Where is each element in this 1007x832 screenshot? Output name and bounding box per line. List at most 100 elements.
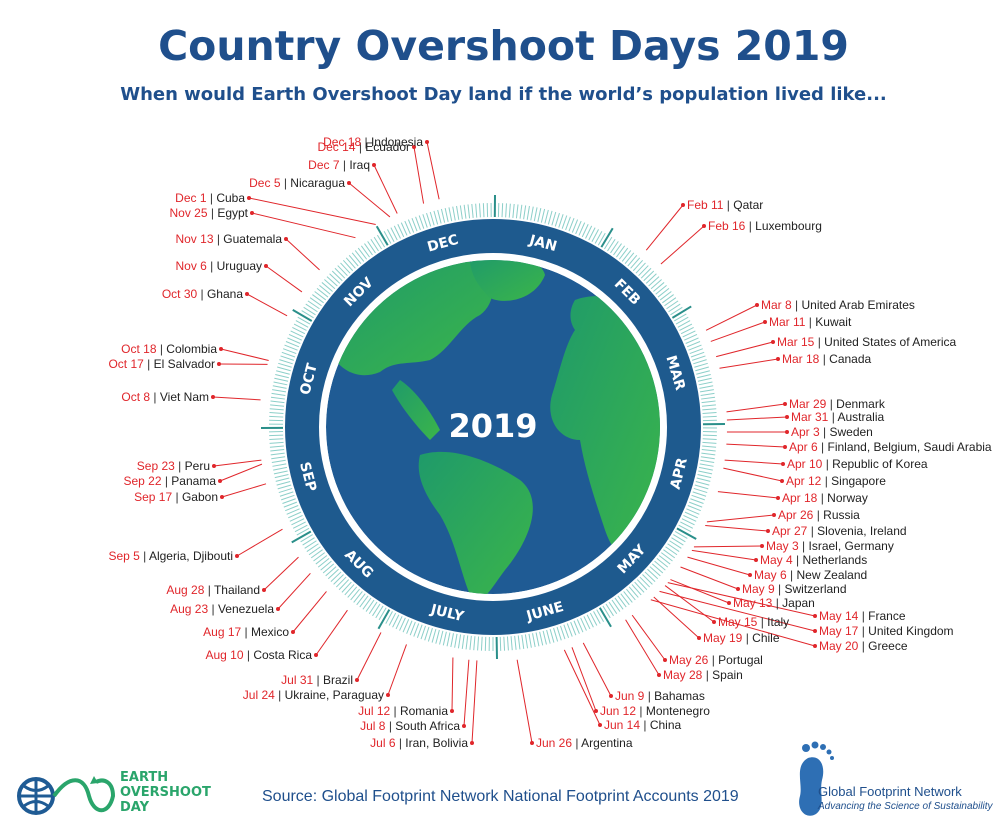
day-tick [596,609,605,623]
day-tick [330,571,342,582]
country-label: Sep 17 | Gabon [134,490,218,504]
day-tick [671,305,692,319]
day-tick [324,279,336,290]
leader-dot [681,203,685,207]
country-name: Panama [171,474,216,488]
day-tick [283,501,298,508]
day-tick [546,629,551,644]
day-tick [689,348,704,355]
day-tick [275,373,289,379]
leader-line [277,573,311,610]
day-tick [300,534,313,543]
day-tick [282,348,297,355]
country-name: Republic of Korea [832,457,928,471]
leader-line [664,585,715,623]
day-tick [271,392,286,396]
leader-line [471,660,478,744]
day-tick [551,211,557,226]
day-tick [506,636,509,651]
day-tick [600,227,614,248]
day-tick [523,205,527,220]
country-name: Slovenia, Ireland [817,524,906,538]
day-tick [621,250,632,262]
day-tick [695,366,709,372]
leader-line [670,579,730,604]
country-label: May 15 | Italy [718,615,789,629]
day-tick [588,227,596,241]
country-name: Finland, Belgium, Saudi Arabia [827,440,991,454]
day-tick [450,633,454,648]
country-name: Iraq [349,158,370,172]
day-tick [278,487,293,494]
country-name: United States of America [824,335,956,349]
day-tick [309,297,322,307]
day-tick [367,241,376,254]
day-tick [348,254,359,267]
day-tick [553,627,559,642]
day-tick [407,219,415,233]
day-tick [297,316,311,325]
country-name: Romania [400,704,448,718]
leader-dot [218,479,222,483]
country-name: Argentina [581,736,633,750]
day-tick [593,611,601,624]
day-tick [701,449,716,452]
overshoot-date: Oct 8 [121,390,150,404]
day-tick [680,327,694,335]
day-tick [594,231,603,244]
overshoot-date: Aug 17 [203,625,241,639]
day-tick [416,624,423,639]
day-tick [634,581,645,593]
day-tick [465,635,469,650]
day-tick [375,225,389,246]
leader-dot [702,224,706,228]
day-tick [693,359,707,365]
day-tick [479,203,481,218]
day-tick [586,614,594,628]
leader-dot [245,292,249,296]
day-tick [350,588,360,601]
day-tick [467,204,471,219]
page-title: Country Overshoot Days 2019 [158,22,849,70]
leader-dot [783,445,787,449]
country-label: Apr 6 | Finland, Belgium, Saudi Arabia [789,440,992,454]
day-tick [566,623,573,637]
leader-line [667,582,816,617]
country-name: Italy [767,615,789,629]
leader-dot [235,554,239,558]
country-label: Apr 18 | Norway [782,491,868,505]
overshoot-date: Jul 31 [281,673,313,687]
leader-dot [776,496,780,500]
day-tick [357,247,368,260]
day-tick [602,605,611,619]
day-tick [368,601,378,614]
day-tick [388,612,397,626]
day-tick [319,285,331,295]
day-tick [611,599,621,612]
leader-line [248,197,376,226]
leader-line [660,225,705,265]
day-tick [409,621,416,636]
day-tick [501,203,504,218]
day-tick [275,477,290,482]
day-tick [515,204,519,219]
country-name: Costa Rica [253,648,312,662]
day-tick [580,617,587,631]
country-label: May 28 | Spain [663,668,743,682]
day-tick [568,217,575,232]
country-label: May 19 | Chile [703,631,780,645]
leader-dot [813,644,817,648]
country-label: Dec 1 | Cuba [175,191,245,205]
day-tick [277,484,292,490]
country-label: May 17 | United Kingdom [819,624,954,638]
day-tick [624,252,635,265]
overshoot-date: Sep 23 [137,459,175,473]
day-tick [623,591,633,603]
day-tick [673,534,686,543]
day-tick [681,518,695,526]
leader-dot [372,163,376,167]
country-labels: Feb 11 | Qatar Feb 16 | Luxembourg Mar 8 |… [108,135,991,750]
day-tick [426,212,432,227]
day-tick [273,470,288,475]
